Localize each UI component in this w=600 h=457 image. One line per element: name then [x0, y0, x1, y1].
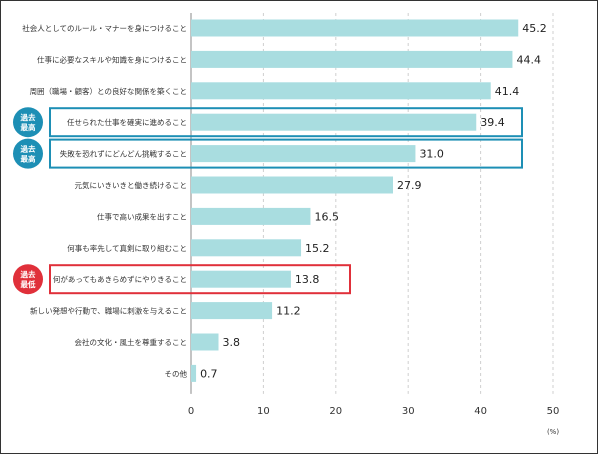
x-tick-label: 50	[547, 406, 560, 417]
category-label: その他	[165, 368, 188, 378]
bar-value-label: 16.5	[314, 210, 339, 223]
gridlines	[190, 13, 554, 394]
bar-value-label: 39.4	[480, 116, 505, 129]
x-tick-label: 30	[402, 406, 415, 417]
category-label: 元気にいきいきと働き続けること	[75, 180, 188, 190]
bar-value-label: 0.7	[200, 367, 218, 380]
highlight-badge	[13, 138, 43, 169]
bar-value-label: 44.4	[516, 53, 541, 66]
bar-value-label: 27.9	[397, 179, 422, 192]
bar-value-label: 11.2	[276, 305, 301, 318]
highlight-badge	[13, 264, 43, 295]
category-label: 会社の文化・風土を尊重すること	[75, 337, 188, 347]
bar	[191, 207, 311, 225]
bar-value-label: 13.8	[295, 273, 320, 286]
highlight-box	[49, 107, 523, 138]
category-label: 社会人としてのルール・マナーを身につけること	[22, 23, 187, 33]
x-tick-label: 20	[329, 406, 342, 417]
bar	[191, 82, 491, 100]
highlight-badge-line: 最低	[21, 279, 36, 289]
category-labels: 45.2 社会人としてのルール・マナーを身につけること 44.4 仕事に必要なスキルや…	[22, 22, 547, 380]
x-axis: 0 10 20 30 40 50 (%)	[188, 406, 560, 436]
bar	[191, 239, 302, 257]
bar	[191, 270, 291, 288]
x-tick-label: 10	[257, 406, 270, 417]
highlight-badge-line: 過去	[21, 144, 36, 154]
bar	[191, 302, 273, 320]
highlight-badge-line: 最高	[21, 122, 36, 132]
category-label: 何事も率先して真剣に取り組むこと	[67, 243, 187, 253]
category-label: 失敗を恐れずにどんどん挑戦すること	[60, 149, 187, 159]
category-label: 周囲（職場・顧客）との良好な関係を築くこと	[30, 86, 187, 96]
bar-value-label: 45.2	[522, 22, 547, 35]
highlight-box	[49, 264, 351, 295]
bar-value-label: 41.4	[495, 85, 519, 98]
x-axis-unit: (%)	[547, 428, 559, 436]
bar	[191, 145, 416, 163]
highlight-badge-line: 最高	[21, 154, 36, 164]
x-tick-label: 0	[188, 406, 194, 417]
category-label: 仕事に必要なスキルや知識を身につけること	[37, 54, 187, 64]
category-label: 何があってもあきらめずにやりきること	[53, 274, 187, 284]
category-label: 任せられた仕事を確実に進めること	[67, 117, 187, 127]
highlight-badge-line: 過去	[21, 112, 36, 122]
bar-value-label: 3.8	[223, 336, 241, 349]
bar	[191, 19, 519, 37]
bar	[191, 333, 219, 351]
category-label: 新しい発想や行動で、職場に刺激を与えること	[30, 306, 187, 316]
highlight-box	[49, 138, 523, 169]
bar	[191, 113, 477, 131]
category-label: 仕事で高い成果を出すこと	[97, 211, 187, 221]
bar	[191, 176, 393, 194]
x-tick-label: 40	[474, 406, 487, 417]
highlight-badge-line: 過去	[21, 269, 36, 279]
bar-value-label: 15.2	[305, 242, 330, 255]
bar-value-label: 31.0	[419, 148, 444, 161]
highlight-badge	[13, 107, 43, 138]
bar	[191, 364, 197, 382]
bar	[191, 50, 513, 68]
bars	[191, 19, 519, 382]
